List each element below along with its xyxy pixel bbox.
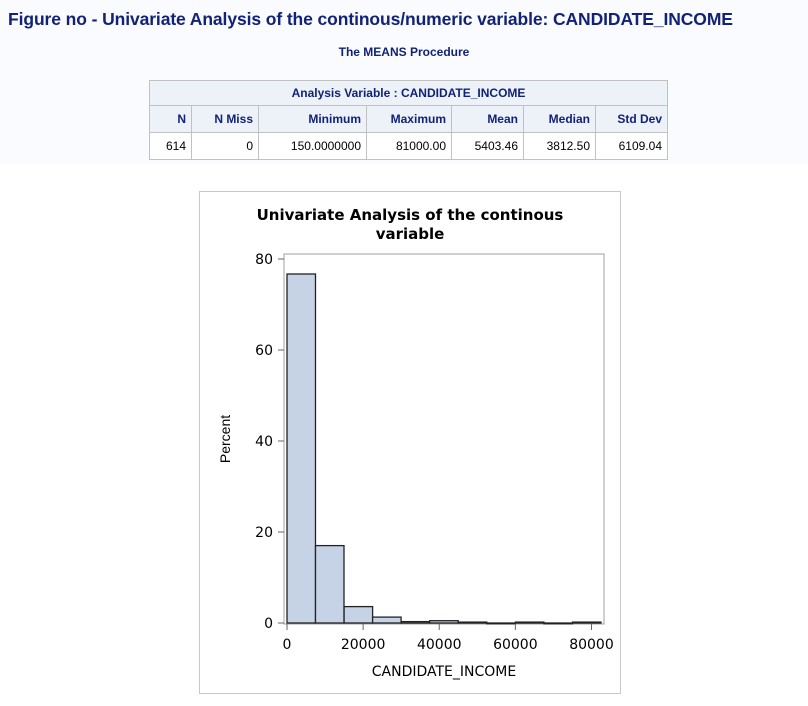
y-tick-label: 0 [264, 616, 273, 632]
histogram-bar-6 [457, 621, 488, 624]
histogram-bar-7 [486, 622, 516, 625]
chart-title-line-1: Univariate Analysis of the continous [257, 206, 564, 224]
x-tick-label: 20000 [341, 637, 386, 653]
cell-n-miss: 0 [191, 132, 259, 160]
histogram-bar-2 [343, 605, 374, 624]
y-tick-label: 80 [255, 252, 273, 268]
column-header-mean: Mean [451, 105, 524, 133]
cell-n: 614 [149, 132, 192, 160]
x-tick-label: 60000 [493, 637, 538, 653]
plot-area-frame [283, 253, 605, 625]
cell-minimum: 150.0000000 [258, 132, 367, 160]
cell-median: 3812.50 [523, 132, 596, 160]
histogram-panel: Univariate Analysis of the continous var… [199, 191, 621, 694]
cell-std-dev: 6109.04 [595, 132, 668, 160]
table-caption: Analysis Variable : CANDIDATE_INCOME [149, 80, 668, 106]
procedure-title: The MEANS Procedure [338, 45, 470, 59]
column-header-std-dev: Std Dev [595, 105, 668, 133]
histogram-bar-5 [429, 620, 459, 624]
means-table: Analysis Variable : CANDIDATE_INCOME N N… [149, 80, 668, 160]
y-tick-label: 20 [255, 525, 273, 541]
column-header-minimum: Minimum [258, 105, 367, 133]
histogram-bar-8 [514, 621, 545, 624]
figure-title: Figure no - Univariate Analysis of the c… [8, 9, 733, 29]
chart-title-line-2: variable [376, 225, 445, 243]
table-row: 614 0 150.0000000 81000.00 5403.46 3812.… [149, 132, 668, 160]
y-axis-label: Percent [217, 415, 233, 463]
column-header-n-miss: N Miss [191, 105, 259, 133]
x-tick-label: 0 [283, 637, 292, 653]
cell-maximum: 81000.00 [366, 132, 452, 160]
y-tick-label: 40 [255, 434, 273, 450]
cell-mean: 5403.46 [451, 132, 524, 160]
column-header-maximum: Maximum [366, 105, 452, 133]
histogram-chart: Univariate Analysis of the continous var… [217, 206, 614, 680]
histogram-bar-10 [571, 621, 602, 624]
column-header-n: N [149, 105, 192, 133]
histogram-bar-1 [314, 544, 345, 624]
histogram-bar-4 [400, 620, 431, 624]
x-tick-label: 40000 [417, 637, 462, 653]
x-axis-label: CANDIDATE_INCOME [372, 664, 516, 680]
histogram-bar-9 [543, 622, 574, 625]
histogram-bar-0 [286, 273, 317, 624]
histogram-bar-3 [371, 616, 402, 624]
y-tick-label: 60 [255, 343, 273, 359]
column-header-median: Median [523, 105, 596, 133]
x-tick-label: 80000 [569, 637, 614, 653]
